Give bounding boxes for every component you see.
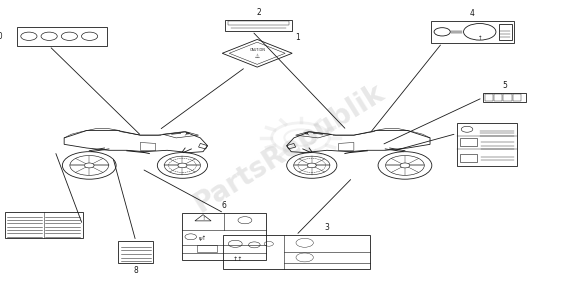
Bar xyxy=(460,138,477,147)
Text: ψ↑: ψ↑ xyxy=(198,236,206,241)
Text: 4: 4 xyxy=(470,9,475,18)
Bar xyxy=(197,245,217,252)
Bar xyxy=(494,94,502,101)
Bar xyxy=(228,21,289,25)
Text: 5: 5 xyxy=(502,81,507,90)
Bar xyxy=(503,94,512,101)
Bar xyxy=(513,94,521,101)
Bar xyxy=(499,24,512,40)
Bar xyxy=(182,213,266,260)
Text: 6: 6 xyxy=(221,201,227,210)
Bar xyxy=(118,241,153,263)
Bar xyxy=(431,21,514,43)
Text: ↑: ↑ xyxy=(477,36,482,41)
Text: 1: 1 xyxy=(295,33,300,42)
Bar xyxy=(483,93,526,102)
Bar xyxy=(460,154,477,162)
Bar xyxy=(457,123,517,166)
Bar xyxy=(223,235,370,269)
Text: !: ! xyxy=(202,216,204,221)
Text: ⚠: ⚠ xyxy=(255,54,260,59)
Bar xyxy=(485,94,493,101)
Text: CAUTION: CAUTION xyxy=(249,48,265,52)
Text: 2: 2 xyxy=(256,8,261,17)
Bar xyxy=(225,20,292,31)
Text: ↑↑: ↑↑ xyxy=(233,257,243,262)
Text: PartsRepublik: PartsRepublik xyxy=(188,78,390,218)
Bar xyxy=(17,27,107,46)
Text: 8: 8 xyxy=(134,266,138,275)
Text: 3: 3 xyxy=(325,223,329,232)
Bar xyxy=(5,212,83,238)
Text: 10: 10 xyxy=(0,32,3,41)
